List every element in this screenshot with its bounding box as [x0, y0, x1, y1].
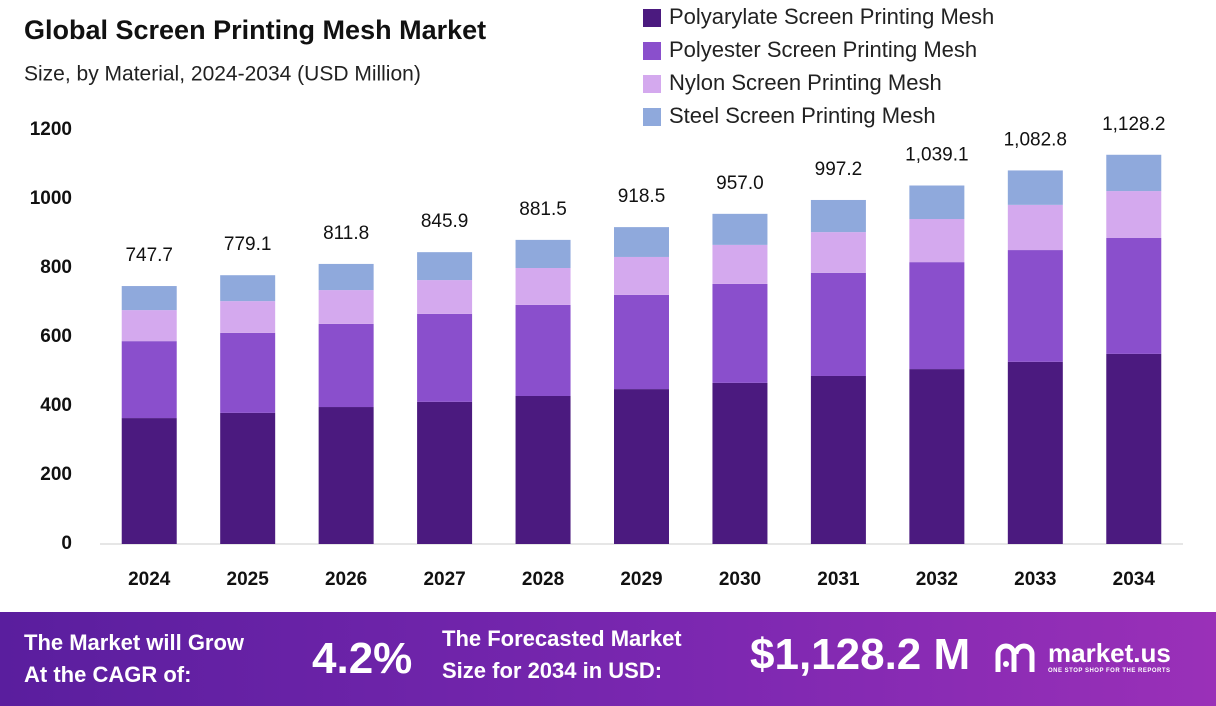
bar-segment — [417, 280, 473, 314]
chart: Global Screen Printing Mesh Market Size,… — [24, 4, 1183, 590]
bar-segment — [318, 323, 374, 408]
x-tick-label: 2032 — [916, 569, 958, 590]
bar-segment — [318, 290, 374, 324]
total-label: 1,039.1 — [905, 145, 968, 166]
bar-segment — [810, 375, 866, 544]
bar-segment — [1007, 204, 1063, 251]
y-tick-label: 600 — [40, 326, 72, 347]
y-tick-label: 1200 — [30, 119, 72, 140]
bar-segment — [515, 395, 571, 544]
y-tick-label: 400 — [40, 395, 72, 416]
x-tick-label: 2026 — [325, 569, 367, 590]
bar-segment — [417, 401, 473, 544]
size-value: $1,128.2 M — [750, 630, 971, 679]
bar-segment — [121, 286, 177, 311]
bar-segment — [1007, 250, 1063, 362]
bar-segment — [515, 304, 571, 396]
total-label: 918.5 — [618, 186, 666, 207]
bar-segment — [220, 412, 276, 544]
cagr-text: At the CAGR of: — [24, 662, 192, 687]
x-tick-label: 2029 — [620, 569, 662, 590]
bar-segment — [121, 418, 177, 544]
logo-icon — [995, 643, 1035, 672]
bar-segment — [614, 227, 669, 257]
x-tick-label: 2030 — [719, 569, 761, 590]
bar-segment — [220, 332, 276, 413]
x-tick-label: 2034 — [1113, 569, 1156, 590]
legend-label: Nylon Screen Printing Mesh — [669, 70, 942, 95]
y-tick-label: 0 — [61, 533, 72, 554]
size-text: Size for 2034 in USD: — [442, 658, 663, 683]
bar-segment — [909, 262, 965, 370]
bar-segment — [712, 213, 768, 245]
bar-segment — [1106, 154, 1162, 192]
bar-segment — [909, 369, 965, 544]
bar-segment — [810, 199, 866, 233]
bar-segment — [121, 310, 177, 342]
x-tick-label: 2028 — [522, 569, 564, 590]
bar-segment — [220, 301, 276, 333]
total-label: 811.8 — [323, 223, 369, 244]
x-tick-label: 2033 — [1014, 569, 1056, 590]
cagr-value: 4.2% — [312, 634, 413, 683]
chart-subtitle: Size, by Material, 2024-2034 (USD Millio… — [24, 63, 421, 86]
bar-segment — [909, 219, 965, 263]
bar-segment — [712, 283, 768, 383]
size-text: The Forecasted Market — [442, 626, 682, 651]
total-label: 1,128.2 — [1102, 114, 1165, 135]
bar-segment — [417, 313, 473, 402]
bar-segment — [810, 232, 866, 273]
y-tick-label: 200 — [40, 464, 72, 485]
bar-segment — [614, 256, 669, 295]
legend-label: Polyarylate Screen Printing Mesh — [669, 4, 994, 29]
bar-segment — [1007, 170, 1063, 205]
tagline: ONE STOP SHOP FOR THE REPORTS — [1048, 668, 1171, 674]
legend-swatch — [643, 108, 661, 126]
bar-segment — [1106, 191, 1162, 238]
bar-segment — [318, 407, 374, 544]
x-tick-label: 2024 — [128, 569, 171, 590]
legend-swatch — [643, 42, 661, 60]
bar-segment — [614, 389, 669, 544]
bar-segment — [810, 272, 866, 376]
bar-segment — [1106, 353, 1162, 544]
bar-segment — [712, 244, 768, 284]
bar-segment — [417, 252, 473, 281]
legend-swatch — [643, 9, 661, 27]
total-label: 881.5 — [519, 199, 567, 220]
cagr-text: The Market will Grow — [24, 630, 245, 655]
bar-segment — [220, 275, 276, 302]
x-tick-label: 2027 — [423, 569, 465, 590]
bar-segment — [318, 263, 374, 291]
chart-title: Global Screen Printing Mesh Market — [24, 15, 486, 45]
total-label: 1,082.8 — [1004, 129, 1067, 150]
total-label: 957.0 — [716, 173, 764, 194]
bar-segment — [712, 382, 768, 544]
total-label: 845.9 — [421, 211, 469, 232]
bar-segment — [121, 341, 177, 419]
legend-swatch — [643, 75, 661, 93]
bar-segment — [909, 185, 965, 220]
legend-label: Polyester Screen Printing Mesh — [669, 37, 977, 62]
total-label: 779.1 — [224, 234, 272, 255]
bar-segment — [614, 294, 669, 390]
legend-label: Steel Screen Printing Mesh — [669, 103, 936, 128]
y-tick-label: 800 — [40, 257, 72, 278]
brand: market.us — [1048, 638, 1171, 668]
x-tick-label: 2025 — [227, 569, 270, 590]
y-tick-label: 1000 — [30, 188, 72, 209]
bar-segment — [1007, 361, 1063, 544]
total-label: 997.2 — [815, 159, 863, 180]
bar-segment — [515, 268, 571, 305]
x-tick-label: 2031 — [817, 569, 860, 590]
total-label: 747.7 — [125, 245, 173, 266]
bar-segment — [1106, 237, 1162, 354]
bar-segment — [515, 239, 571, 268]
footer: The Market will Grow At the CAGR of: 4.2… — [0, 612, 1216, 706]
